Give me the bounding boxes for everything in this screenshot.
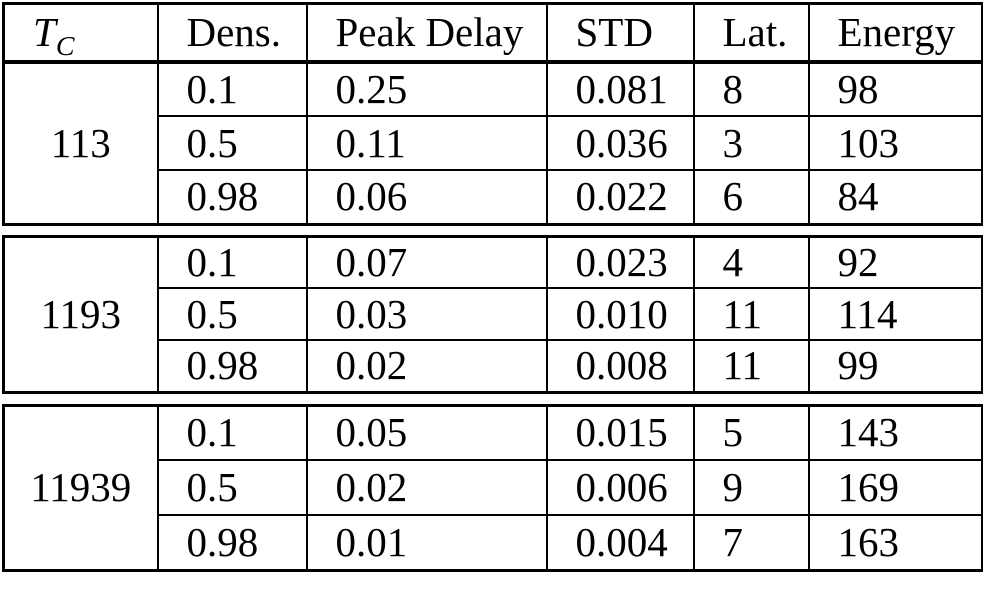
cell-energy: 99 [807, 339, 983, 393]
table-row: 0.98 0.06 0.022 6 84 [4, 169, 983, 225]
cell-lat: 9 [692, 459, 810, 516]
tc-symbol: T [33, 9, 56, 55]
cell-energy: 84 [807, 169, 983, 225]
cell-std: 0.010 [545, 287, 695, 341]
cell-std: 0.008 [545, 339, 695, 393]
tc-subscript: C [55, 31, 75, 62]
cell-peak-delay: 0.02 [305, 339, 548, 393]
header-std: STD [545, 2, 695, 64]
table-row: 11939 0.1 0.05 0.015 5 143 [2, 404, 983, 571]
tc-group-label: 1193 [2, 235, 159, 393]
cell-energy: 98 [807, 61, 983, 117]
cell-dens: 0.1 [156, 404, 308, 461]
cell-peak-delay: 0.05 [305, 404, 548, 461]
cell-energy: 143 [807, 404, 983, 461]
header-peak-delay: Peak Delay [305, 2, 548, 64]
cell-peak-delay: 0.02 [305, 459, 548, 516]
cell-energy: 169 [807, 459, 983, 516]
table-header-row: TC Dens. Peak Delay STD Lat. Energy [2, 2, 983, 64]
cell-energy: 103 [807, 115, 983, 171]
cell-lat: 3 [692, 115, 810, 171]
tc-group-label: 113 [2, 61, 159, 225]
cell-lat: 8 [692, 61, 810, 117]
paper-table-figure: TC Dens. Peak Delay STD Lat. Energy 113 … [2, 2, 983, 572]
cell-peak-delay: 0.01 [305, 514, 548, 571]
cell-dens: 0.98 [156, 514, 308, 571]
cell-dens: 0.5 [156, 287, 308, 341]
cell-lat: 5 [692, 404, 810, 461]
cell-energy: 114 [807, 287, 983, 341]
cell-peak-delay: 0.25 [305, 61, 548, 117]
cell-dens: 0.1 [156, 235, 308, 289]
cell-dens: 0.98 [156, 339, 308, 393]
tc-group-label: 11939 [2, 404, 159, 571]
header-energy: Energy [807, 2, 983, 64]
cell-energy: 163 [807, 514, 983, 571]
table-row: 113 0.1 0.25 0.081 8 98 [2, 61, 983, 225]
cell-std: 0.036 [545, 115, 695, 171]
cell-dens: 0.98 [156, 169, 308, 225]
table-block-tc-11939: 11939 0.1 0.05 0.015 5 143 0.5 0.02 0.00… [2, 403, 983, 572]
table-row: 0.5 0.11 0.036 3 103 [4, 115, 983, 171]
cell-std: 0.081 [545, 61, 695, 117]
table-row: 1193 0.1 0.07 0.023 4 92 [2, 235, 983, 393]
cell-dens: 0.1 [156, 61, 308, 117]
cell-std: 0.004 [545, 514, 695, 571]
cell-std: 0.023 [545, 235, 695, 289]
cell-energy: 92 [807, 235, 983, 289]
cell-peak-delay: 0.11 [305, 115, 548, 171]
header-tc: TC [2, 2, 159, 64]
cell-std: 0.006 [545, 459, 695, 516]
cell-dens: 0.5 [156, 115, 308, 171]
cell-lat: 6 [692, 169, 810, 225]
cell-peak-delay: 0.06 [305, 169, 548, 225]
table-row: 0.5 0.02 0.006 9 169 [4, 459, 983, 516]
cell-peak-delay: 0.03 [305, 287, 548, 341]
cell-peak-delay: 0.07 [305, 235, 548, 289]
table-block-tc-1193: 1193 0.1 0.07 0.023 4 92 0.5 0.03 0.010 … [2, 234, 983, 394]
cell-lat: 4 [692, 235, 810, 289]
table-row: 0.98 0.02 0.008 11 99 [4, 339, 983, 393]
cell-lat: 11 [692, 339, 810, 393]
cell-lat: 11 [692, 287, 810, 341]
cell-std: 0.015 [545, 404, 695, 461]
cell-dens: 0.5 [156, 459, 308, 516]
cell-std: 0.022 [545, 169, 695, 225]
table-row: 0.5 0.03 0.010 11 114 [4, 287, 983, 341]
table-block-tc-113: TC Dens. Peak Delay STD Lat. Energy 113 … [2, 2, 983, 226]
table-row: 0.98 0.01 0.004 7 163 [4, 514, 983, 571]
cell-lat: 7 [692, 514, 810, 571]
header-dens: Dens. [156, 2, 308, 64]
header-lat: Lat. [692, 2, 810, 64]
